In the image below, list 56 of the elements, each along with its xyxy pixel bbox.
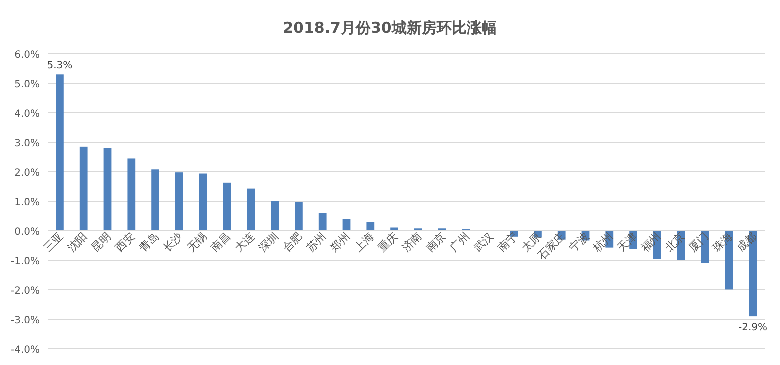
x-tick-label: 苏州 [304,230,329,255]
bar [80,146,88,231]
bar [176,172,184,231]
x-tick-label: 西安 [113,230,138,255]
y-tick-label: 4.0% [14,109,40,120]
x-tick-label: 沈阳 [65,230,90,255]
x-tick-label: 长沙 [160,230,186,255]
x-tick-label: 宁波 [567,230,592,255]
x-tick-label: 昆明 [89,230,114,255]
y-tick-label: 5.0% [14,80,40,90]
bar [318,213,327,231]
bar [56,74,64,231]
x-tick-label: 大连 [232,230,258,255]
x-tick-label: 南宁 [495,230,520,255]
bar [295,202,303,231]
bar [104,148,112,231]
x-tick-label: 三亚 [41,230,66,255]
y-tick-label: -2.0% [10,286,40,297]
x-tick-label: 合肥 [280,230,306,255]
bar [342,219,351,231]
bar [366,222,375,231]
bar [128,158,136,231]
y-tick-label: 3.0% [14,138,40,150]
bar [199,174,208,231]
bar [152,170,160,231]
chart-title: 2018.7月份30城新房环比涨幅 [283,19,497,37]
x-tick-label: 郑州 [328,230,353,255]
y-tick-label: 6.0% [14,50,40,61]
y-tick-label: -4.0% [10,345,40,356]
y-tick-label: -3.0% [10,316,40,326]
bar [223,182,232,231]
x-tick-label: 北京 [662,230,688,255]
x-tick-label: 重庆 [376,230,401,255]
data-label: 5.3% [47,60,73,72]
data-label: -2.9% [738,322,768,334]
x-tick-label: 上海 [352,230,377,255]
x-tick-label: 武汉 [472,230,496,255]
x-tick-label: 青岛 [136,230,162,255]
x-tick-label: 无锡 [184,230,210,255]
x-tick-label: 杭州 [590,230,616,256]
x-tick-label: 珠海 [710,230,736,255]
x-tick-label: 福州 [638,230,664,255]
x-tick-label: 厦门 [686,230,712,255]
bar [247,188,256,231]
y-tick-label: -1.0% [10,256,40,268]
x-tick-label: 南京 [424,230,448,255]
x-tick-label: 济南 [400,230,425,255]
x-tick-label: 天津 [614,230,640,255]
y-tick-label: 2.0% [14,168,40,179]
x-tick-label: 南昌 [208,230,234,255]
x-tick-label: 成都 [734,230,760,255]
x-tick-label: 广州 [448,230,472,255]
x-tick-label: 深圳 [256,230,282,255]
y-tick-label: 1.0% [14,198,40,208]
bar [271,201,279,231]
y-tick-label: 0.0% [14,227,40,238]
